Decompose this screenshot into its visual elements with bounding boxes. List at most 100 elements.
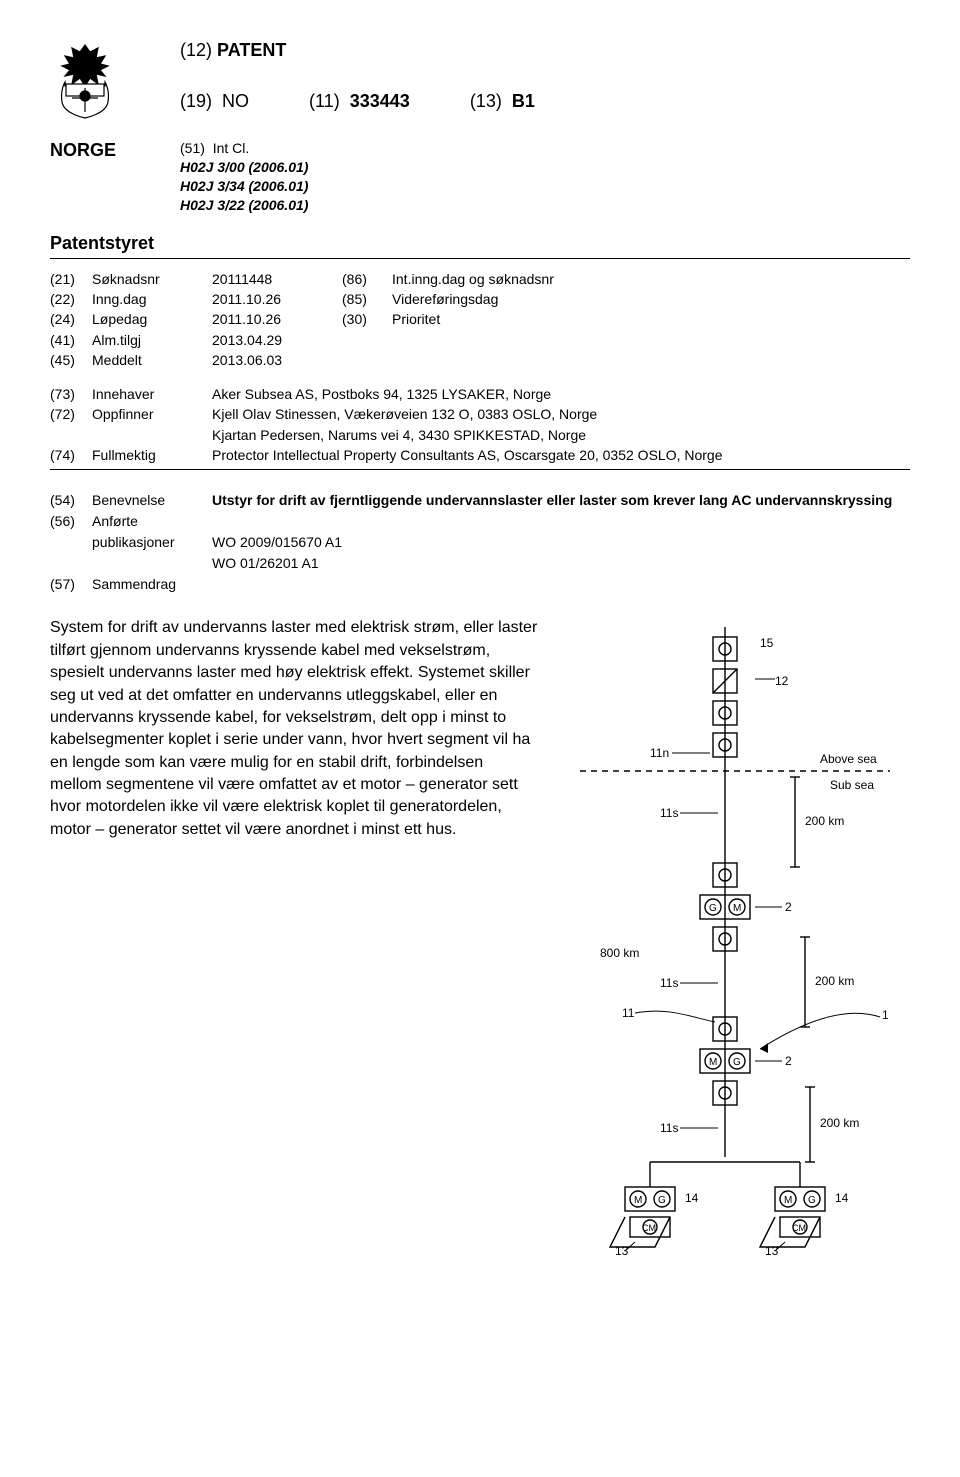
biblio-title-row: (57)Sammendrag	[50, 574, 910, 595]
svg-text:M: M	[634, 1195, 642, 1206]
field-label: Prioritet	[392, 309, 910, 329]
ref-11s-3: 11s	[660, 1121, 678, 1135]
field-label: Inng.dag	[92, 289, 212, 309]
crest-icon	[50, 40, 120, 120]
above-sea-label: Above sea	[820, 752, 877, 766]
office-name: Patentstyret	[50, 233, 910, 254]
field-value: 2011.10.26	[212, 309, 342, 329]
kind-field: (13)	[470, 91, 502, 111]
svg-text:CM: CM	[642, 1223, 656, 1233]
separator	[50, 258, 910, 259]
field-code: (73)	[50, 384, 92, 404]
kind-group: (13) B1	[470, 91, 535, 112]
field-label: Fullmektig	[92, 445, 212, 465]
ref-2b: 2	[785, 1054, 792, 1068]
field-label: Oppfinner	[92, 404, 212, 424]
field-code: (57)	[50, 574, 92, 595]
field-value: 2013.06.03	[212, 350, 342, 370]
field-value: 2013.04.29	[212, 330, 342, 350]
ref-11s: 11s	[660, 806, 678, 820]
svg-text:CM: CM	[792, 1223, 806, 1233]
field-code: (45)	[50, 350, 92, 370]
field-label: Alm.tilgj	[92, 330, 212, 350]
intcl-title: (51) Int Cl.	[180, 140, 308, 156]
field-label: Innehaver	[92, 384, 212, 404]
field-code: (72)	[50, 404, 92, 424]
field-value: Kjell Olav Stinessen, Vækerøveien 132 O,…	[212, 404, 910, 424]
ref-2: 2	[785, 900, 792, 914]
field-label: Løpedag	[92, 309, 212, 329]
dist-200-2: 200 km	[815, 974, 854, 988]
field-label: Videreføringsdag	[392, 289, 910, 309]
biblio-section: (21)Søknadsnr20111448(86)Int.inng.dag og…	[50, 269, 910, 596]
svg-text:M: M	[784, 1195, 792, 1206]
field-code: (54)	[50, 490, 92, 511]
biblio-row: (41)Alm.tilgj2013.04.29	[50, 330, 910, 350]
doc-type: PATENT	[217, 40, 286, 60]
biblio-party-row: Kjartan Pedersen, Narums vei 4, 3430 SPI…	[50, 425, 910, 445]
intcl-block: (51) Int Cl. H02J 3/00 (2006.01) H02J 3/…	[180, 140, 308, 215]
sub-sea-label: Sub sea	[830, 778, 874, 792]
field-value: 2011.10.26	[212, 289, 342, 309]
ref-13-r: 13	[765, 1244, 779, 1257]
field-label	[92, 553, 212, 574]
country-code: NO	[222, 91, 249, 111]
pub-num-field: (11)	[309, 91, 340, 111]
biblio-title-row: (54)BenevnelseUtstyr for drift av fjernt…	[50, 490, 910, 511]
field-code: (21)	[50, 269, 92, 289]
ref-13-l: 13	[615, 1244, 629, 1257]
separator	[50, 469, 910, 470]
svg-text:M: M	[733, 903, 741, 914]
intcl-class: H02J 3/00 (2006.01)	[180, 158, 308, 177]
id-line: (19) NO (11) 333443 (13) B1	[180, 91, 910, 112]
field-value: Utstyr for drift av fjerntliggende under…	[212, 490, 910, 511]
biblio-party-row: (73)InnehaverAker Subsea AS, Postboks 94…	[50, 384, 910, 404]
header-text: (12) PATENT (19) NO (11) 333443 (13) B1	[180, 40, 910, 112]
field-label: Søknadsnr	[92, 269, 212, 289]
biblio-title-row: publikasjonerWO 2009/015670 A1	[50, 532, 910, 553]
patent-page: (12) PATENT (19) NO (11) 333443 (13) B1	[0, 0, 960, 1300]
biblio-party-row: (74)FullmektigProtector Intellectual Pro…	[50, 445, 910, 465]
doc-type-code: (12)	[180, 40, 212, 60]
norge-label: NORGE	[50, 140, 180, 161]
biblio-row: (24)Løpedag2011.10.26(30)Prioritet	[50, 309, 910, 329]
field-value: Kjartan Pedersen, Narums vei 4, 3430 SPI…	[212, 425, 910, 445]
field-value: Aker Subsea AS, Postboks 94, 1325 LYSAKE…	[212, 384, 910, 404]
ref-label: 15	[760, 636, 774, 650]
field-code: (56)	[50, 511, 92, 532]
biblio-row: (45)Meddelt2013.06.03	[50, 350, 910, 370]
svg-text:M: M	[709, 1057, 717, 1068]
field-label	[392, 350, 910, 370]
abstract-text: System for drift av undervanns laster me…	[50, 617, 538, 1260]
ref-1: 1	[882, 1008, 889, 1022]
ref-14-l: 14	[685, 1191, 699, 1205]
svg-text:G: G	[658, 1195, 666, 1206]
field-code	[342, 330, 392, 350]
field-code	[50, 553, 92, 574]
field-label: publikasjoner	[92, 532, 212, 553]
biblio-title-row: WO 01/26201 A1	[50, 553, 910, 574]
field-value	[212, 574, 910, 595]
field-code	[50, 425, 92, 445]
biblio-row: (21)Søknadsnr20111448(86)Int.inng.dag og…	[50, 269, 910, 289]
dist-200-1: 200 km	[805, 814, 844, 828]
kind: B1	[512, 91, 535, 111]
country-code-group: (19) NO	[180, 91, 249, 112]
biblio-party-row: (72)OppfinnerKjell Olav Stinessen, Væker…	[50, 404, 910, 424]
norge-row: NORGE (51) Int Cl. H02J 3/00 (2006.01) H…	[50, 140, 910, 215]
intcl-class: H02J 3/34 (2006.01)	[180, 177, 308, 196]
field-value: WO 2009/015670 A1	[212, 532, 910, 553]
field-code	[342, 350, 392, 370]
country-code-field: (19)	[180, 91, 212, 111]
field-value	[212, 511, 910, 532]
field-code: (30)	[342, 309, 392, 329]
intcl-field: (51)	[180, 140, 205, 156]
field-value: 20111448	[212, 269, 342, 289]
intcl-label: Int Cl.	[213, 140, 250, 156]
doc-type-line: (12) PATENT	[180, 40, 910, 61]
header-row: (12) PATENT (19) NO (11) 333443 (13) B1	[50, 40, 910, 120]
ref-11n: 11n	[650, 746, 669, 760]
biblio-title-row: (56)Anførte	[50, 511, 910, 532]
field-code	[50, 532, 92, 553]
dist-200-3: 200 km	[820, 1116, 859, 1130]
